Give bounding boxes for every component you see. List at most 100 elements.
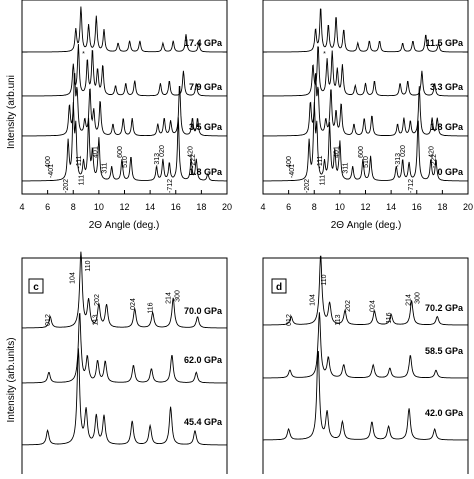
peak-label: 024 <box>130 298 137 310</box>
series-label: 3.5 GPa <box>189 122 223 132</box>
peak-label: 420 <box>187 146 194 158</box>
peak-label: -111 <box>317 155 324 168</box>
peak-label: 020 <box>400 145 407 157</box>
x-tick-label: 16 <box>171 202 181 212</box>
peak-label: 116 <box>386 312 393 323</box>
peak-label: 300 <box>175 290 182 302</box>
panel-b-x-ticks: 4 6 8 10 12 14 16 18 20 <box>260 190 473 212</box>
panel-b-x-axis-label: 2Θ Angle (deg.) <box>331 220 402 231</box>
series-17-4-gpa-line <box>22 6 227 53</box>
x-tick-label: 14 <box>386 202 396 212</box>
panel-b: 0 GPa 1.8 GPa 3.3 GPa 11.5 GPa 4 6 8 10 12 14 16 1… <box>260 0 473 231</box>
peak-label: 400 <box>286 156 293 168</box>
peak-label: 300 <box>414 292 421 304</box>
peak-label: -202 <box>304 179 311 193</box>
peak-label: 401 <box>334 146 341 158</box>
peak-label: 020 <box>159 145 166 157</box>
x-tick-label: 8 <box>71 202 76 212</box>
x-tick-label: 4 <box>19 202 24 212</box>
x-tick-label: 6 <box>286 202 291 212</box>
x-tick-label: 16 <box>412 202 422 212</box>
peak-label: 111 <box>79 175 86 186</box>
series-1-8-gpa-line <box>22 102 227 182</box>
x-tick-label: 14 <box>145 202 155 212</box>
series-42-0-gpa-line <box>263 350 468 441</box>
x-tick-label: 8 <box>312 202 317 212</box>
peak-label: 110 <box>85 260 92 271</box>
peak-label: 110 <box>321 274 328 285</box>
x-tick-label: 10 <box>94 202 104 212</box>
series-11-5-gpa-line <box>263 8 468 53</box>
peak-label: -401 <box>289 164 296 178</box>
peak-label: 311 <box>343 162 350 173</box>
peak-label: 116 <box>148 302 155 313</box>
series-45-4-gpa-line <box>22 348 227 446</box>
peak-label: 510 <box>122 156 129 168</box>
panel-c-frame <box>21 257 228 479</box>
series-0-gpa-line <box>263 102 468 182</box>
x-tick-label: 4 <box>260 202 265 212</box>
panel-a-x-axis-label: 2Θ Angle (deg.) <box>89 220 160 231</box>
peak-label: -712 <box>408 179 415 193</box>
series-3-3-gpa-line <box>263 46 468 97</box>
peak-label: -313 <box>395 153 402 167</box>
peak-label: 600 <box>117 146 124 158</box>
x-tick-label: 12 <box>360 202 370 212</box>
x-tick-label: 18 <box>437 202 447 212</box>
series-label: 3.3 GPa <box>430 82 464 92</box>
series-label: 7.9 GPa <box>189 82 223 92</box>
peak-label: -222 <box>431 154 438 168</box>
peak-label: 600 <box>358 146 365 158</box>
panel-c-y-axis-label: Intensity (arb.units) <box>6 337 17 422</box>
peak-label: -712 <box>167 179 174 193</box>
panel-d-frame <box>262 257 469 479</box>
peak-label: 113 <box>93 314 100 325</box>
series-label: 42.0 GPa <box>425 408 464 418</box>
x-tick-label: 18 <box>196 202 206 212</box>
series-70-2-gpa-line <box>263 255 468 326</box>
peak-label: 510 <box>363 156 370 168</box>
x-tick-label: 20 <box>222 202 232 212</box>
panel-c: c 45.4 GPa 62.0 GPa 70.0 GPa Intensity (ar… <box>6 251 228 479</box>
panel-c-tag-box <box>28 278 44 294</box>
peak-label: -313 <box>154 153 161 167</box>
peak-label: * <box>82 51 85 58</box>
series-7-9-gpa-line <box>22 43 227 97</box>
peak-label: -111 <box>76 155 83 168</box>
series-label: 1.8 GPa <box>430 122 464 132</box>
series-label: 70.0 GPa <box>184 306 223 316</box>
peak-label: -222 <box>190 154 197 168</box>
peak-label: 012 <box>45 314 52 326</box>
x-tick-label: 6 <box>45 202 50 212</box>
peak-label: 311 <box>102 162 109 173</box>
panel-c-traces: 45.4 GPa 62.0 GPa 70.0 GPa <box>22 251 227 446</box>
series-3-5-gpa-line <box>22 73 227 137</box>
panel-d-tag-box <box>271 278 287 294</box>
peak-label: 113 <box>335 314 342 325</box>
peak-label: -202 <box>63 179 70 193</box>
peak-label: 214 <box>166 292 173 304</box>
panel-a: 1.8 GPa 3.5 GPa 7.9 GPa 17.4 GPa 4 6 8 10 12 14 1… <box>6 0 232 231</box>
peak-label: 202 <box>94 294 101 306</box>
peak-label: * <box>323 51 326 58</box>
series-1-8-gpa-line <box>263 72 468 137</box>
series-label: 11.5 GPa <box>425 38 464 48</box>
x-tick-label: 10 <box>335 202 345 212</box>
peak-label: 104 <box>309 294 316 306</box>
series-label: 0 GPa <box>437 167 464 177</box>
peak-label: 104 <box>70 272 77 284</box>
series-label: 62.0 GPa <box>184 355 223 365</box>
peak-label: -401 <box>48 164 55 178</box>
peak-label: 111 <box>320 175 327 186</box>
panel-a-traces: 1.8 GPa 3.5 GPa 7.9 GPa 17.4 GPa <box>22 6 227 182</box>
peak-label: 202 <box>345 300 352 312</box>
panel-c-tag: c <box>33 282 39 293</box>
panel-d-tag: d <box>276 282 282 293</box>
peak-label: 401 <box>93 146 100 158</box>
peak-label: 420 <box>428 146 435 158</box>
